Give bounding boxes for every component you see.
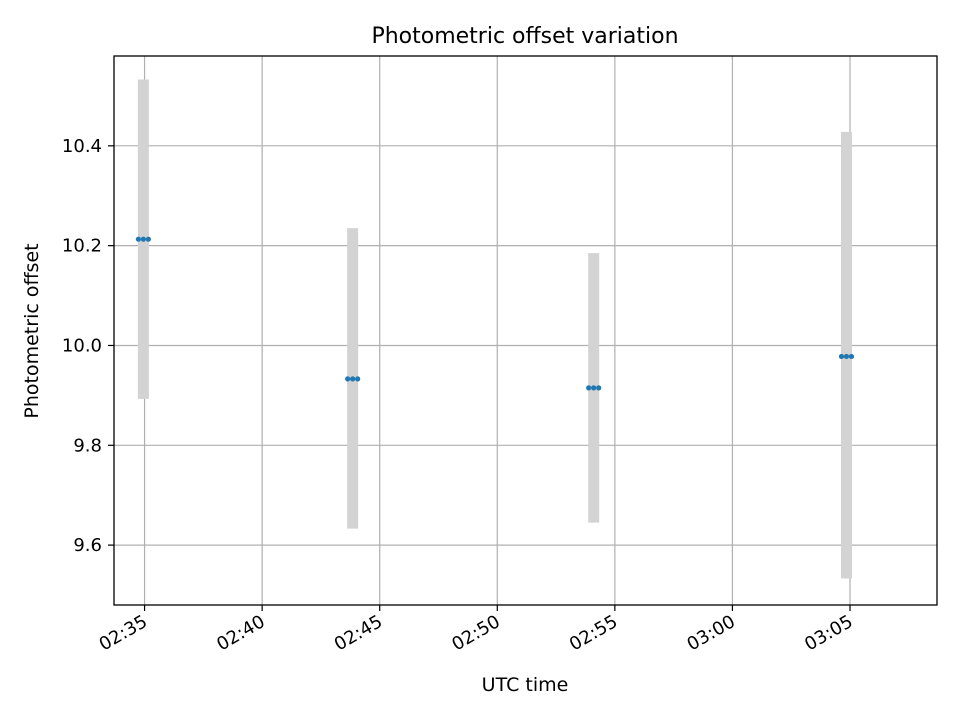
data-point xyxy=(838,353,845,360)
data-point xyxy=(355,376,361,382)
data-point xyxy=(843,353,850,360)
data-point xyxy=(350,376,356,382)
y-tick-label: 9.6 xyxy=(73,535,102,556)
chart-title: Photometric offset variation xyxy=(371,24,678,49)
grid xyxy=(114,56,937,605)
data-points xyxy=(135,236,855,391)
data-point xyxy=(135,236,141,242)
y-tick-label: 10.2 xyxy=(62,236,102,257)
data-point xyxy=(145,236,151,242)
data-point xyxy=(596,385,602,391)
y-tick-label: 10.4 xyxy=(62,136,102,157)
data-point xyxy=(848,353,855,360)
y-axis-label: Photometric offset xyxy=(21,243,43,418)
y-axis-ticks: 9.6 9.8 10.0 10.2 10.4 xyxy=(62,136,114,556)
data-point xyxy=(586,385,592,391)
x-axis-label: UTC time xyxy=(482,674,569,696)
y-tick-label: 9.8 xyxy=(73,435,102,456)
data-point xyxy=(140,236,146,242)
y-tick-label: 10.0 xyxy=(62,335,102,356)
plot-frame xyxy=(113,55,938,606)
data-point xyxy=(345,376,351,382)
data-point xyxy=(591,385,597,391)
